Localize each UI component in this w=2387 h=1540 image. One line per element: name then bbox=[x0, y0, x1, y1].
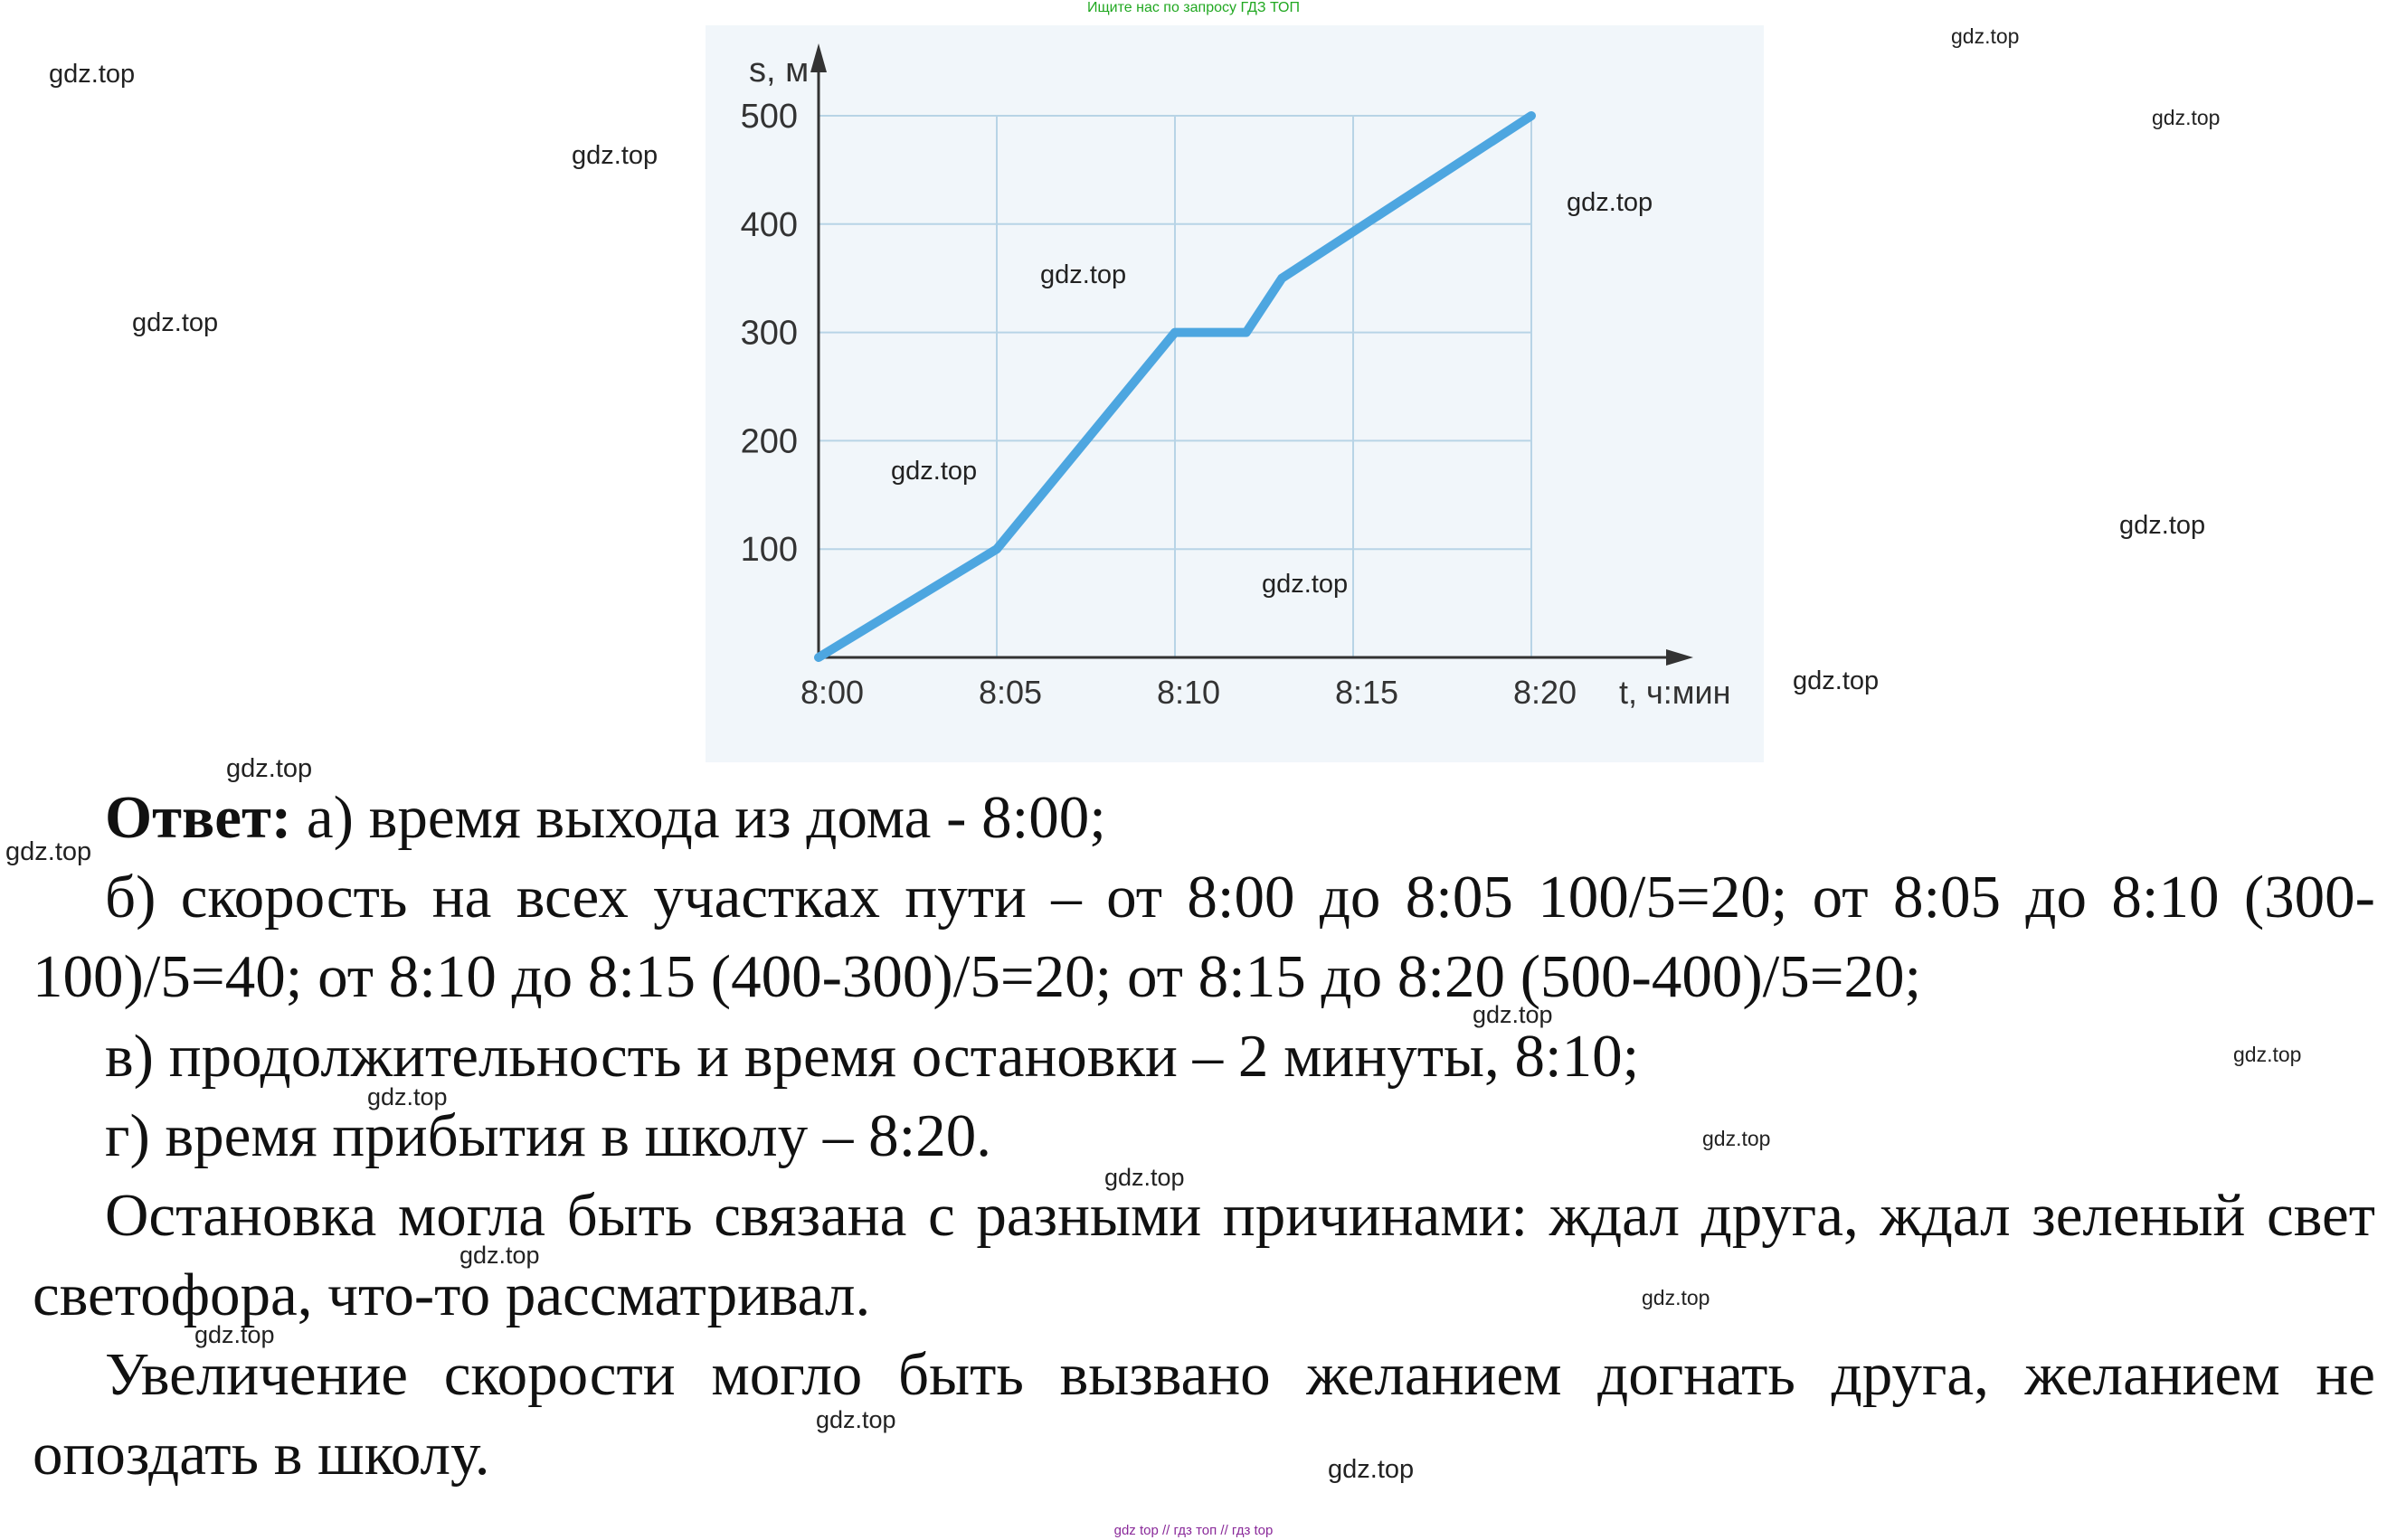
watermark: gdz.top bbox=[49, 60, 136, 89]
x-tick-label: 8:05 bbox=[979, 674, 1042, 711]
watermark: gdz.top bbox=[1328, 1455, 1415, 1484]
watermark: gdz.top bbox=[1262, 570, 1349, 599]
x-axis-label: t, ч:мин bbox=[1619, 674, 1731, 711]
watermark: gdz.top bbox=[132, 308, 219, 337]
watermark: gdz.top bbox=[194, 1321, 275, 1348]
watermark: gdz.top bbox=[1793, 666, 1880, 695]
watermark: gdz.top bbox=[2119, 511, 2206, 540]
answer-a-text: а) время выхода из дома - 8:00; bbox=[291, 784, 1106, 851]
watermark: gdz.top bbox=[1104, 1164, 1185, 1191]
x-tick-label: 8:10 bbox=[1157, 674, 1220, 711]
y-axis-label: s, м bbox=[749, 52, 809, 90]
chart-axes bbox=[810, 43, 1693, 666]
y-tick-label: 400 bbox=[741, 206, 798, 244]
top-banner: Ищите нас по запросу ГДЗ ТОП bbox=[1087, 0, 1300, 15]
answer-g: г) время прибытия в школу – 8:20. bbox=[105, 1102, 991, 1169]
watermark: gdz.top bbox=[1567, 188, 1653, 217]
watermark: gdz.top bbox=[891, 457, 978, 486]
watermark: gdz.top bbox=[1951, 24, 2020, 48]
watermark: gdz.top bbox=[226, 754, 313, 783]
chart-grid bbox=[819, 115, 1532, 657]
x-tick-labels: 8:00 8:05 8:10 8:15 8:20 bbox=[800, 674, 1577, 711]
x-tick-label: 8:20 bbox=[1513, 674, 1577, 711]
answer-paragraph-1: Остановка могла быть связана с разными п… bbox=[33, 1182, 2375, 1328]
x-axis-arrow bbox=[1666, 649, 1693, 666]
y-tick-labels: 100 200 300 400 500 bbox=[741, 98, 798, 569]
x-tick-label: 8:15 bbox=[1335, 674, 1398, 711]
watermark: gdz.top bbox=[1473, 1001, 1553, 1028]
watermark: gdz.top bbox=[2233, 1043, 2302, 1066]
watermark: gdz.top bbox=[5, 837, 92, 866]
y-tick-label: 500 bbox=[741, 98, 798, 136]
answer-b: б) скорость на всех участках пути – от 8… bbox=[33, 864, 2375, 1010]
y-tick-label: 300 bbox=[741, 315, 798, 353]
y-tick-label: 200 bbox=[741, 422, 798, 460]
y-tick-label: 100 bbox=[741, 531, 798, 569]
watermark: gdz.top bbox=[572, 141, 658, 170]
answer-v: в) продолжительность и время остановки –… bbox=[105, 1023, 1640, 1090]
series-line bbox=[814, 111, 1536, 662]
watermark: gdz.top bbox=[1040, 260, 1127, 289]
answer-line-a: Ответ: а) время выхода из дома - 8:00; bbox=[33, 778, 2375, 857]
y-axis-arrow bbox=[810, 43, 827, 72]
watermark: gdz.top bbox=[1642, 1286, 1710, 1309]
answer-block: Ответ: а) время выхода из дома - 8:00; б… bbox=[33, 778, 2375, 1494]
watermark: gdz.top bbox=[459, 1242, 540, 1269]
answer-paragraph-2: Увеличение скорости могло быть вызвано ж… bbox=[33, 1341, 2375, 1488]
x-tick-label: 8:00 bbox=[800, 674, 864, 711]
watermark: gdz.top bbox=[816, 1406, 896, 1433]
bottom-banner: gdz top // гдз топ // гдз top bbox=[1113, 1523, 1274, 1538]
chart-background bbox=[706, 25, 1764, 762]
watermark: gdz.top bbox=[367, 1083, 448, 1110]
distance-time-chart: 100 200 300 400 500 8:00 8:05 8:10 8:15 8:20 s, … bbox=[706, 25, 1764, 762]
watermark: gdz.top bbox=[2152, 106, 2221, 129]
watermark: gdz.top bbox=[1702, 1127, 1771, 1150]
answer-label: Ответ: bbox=[105, 784, 292, 851]
